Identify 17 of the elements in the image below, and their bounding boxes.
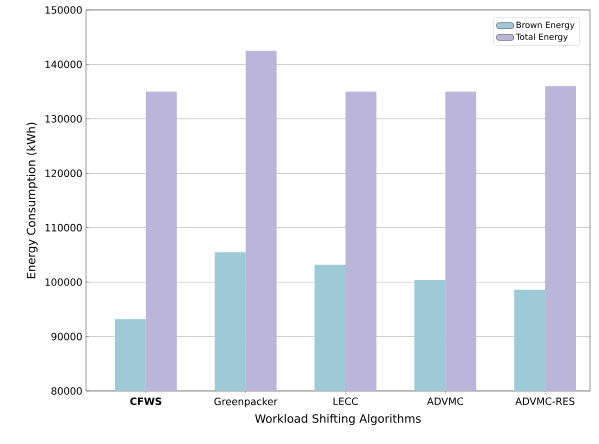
- y-tick-label: 80000: [51, 387, 82, 395]
- x-tick-label: Greenpacker: [214, 397, 278, 408]
- legend-label: Brown Energy: [516, 22, 575, 30]
- y-tick-label: 90000: [51, 332, 82, 340]
- x-tick-label: CFWS: [130, 397, 162, 406]
- y-tick-label: 140000: [46, 60, 82, 68]
- y-tick-label: 120000: [46, 169, 82, 178]
- y-tick-label: 150000: [46, 6, 82, 14]
- x-tick-label: ADVMC: [427, 397, 464, 406]
- y-tick-label: 100000: [46, 278, 82, 286]
- x-tick-label: LECC: [334, 397, 358, 406]
- x-axis-title: Workload Shifting Algorithms: [255, 414, 421, 426]
- y-axis-title: Energy Consumption (kWh): [26, 122, 38, 278]
- y-tick-label: 130000: [46, 115, 82, 123]
- y-tick-label: 110000: [46, 224, 82, 232]
- legend-label: Total Energy: [516, 33, 568, 42]
- x-tick-label: ADVMC-RES: [515, 397, 574, 406]
